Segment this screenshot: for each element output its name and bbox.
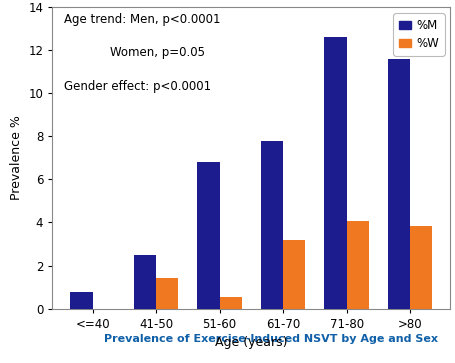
Text: Women, p=0.05: Women, p=0.05 [110, 46, 205, 60]
Bar [220, 297, 242, 309]
Bar [156, 278, 178, 309]
Text: Gender effect: p<0.0001: Gender effect: p<0.0001 [64, 79, 212, 93]
Text: Age trend: Men, p<0.0001: Age trend: Men, p<0.0001 [64, 13, 221, 26]
Bar [71, 293, 93, 309]
Text: Figure 2: Figure 2 [14, 333, 72, 346]
Bar [261, 141, 283, 309]
Bar [388, 59, 410, 309]
Bar [347, 221, 369, 309]
Bar [283, 240, 305, 309]
Bar [134, 255, 156, 309]
Legend: %M, %W: %M, %W [394, 13, 445, 56]
Bar [197, 162, 220, 309]
X-axis label: Age (years): Age (years) [215, 336, 288, 349]
Y-axis label: Prevalence %: Prevalence % [10, 115, 23, 200]
Text: Prevalence of Exercise-Induced NSVT by Age and Sex: Prevalence of Exercise-Induced NSVT by A… [104, 334, 438, 344]
Bar [324, 37, 347, 309]
Bar [410, 226, 432, 309]
